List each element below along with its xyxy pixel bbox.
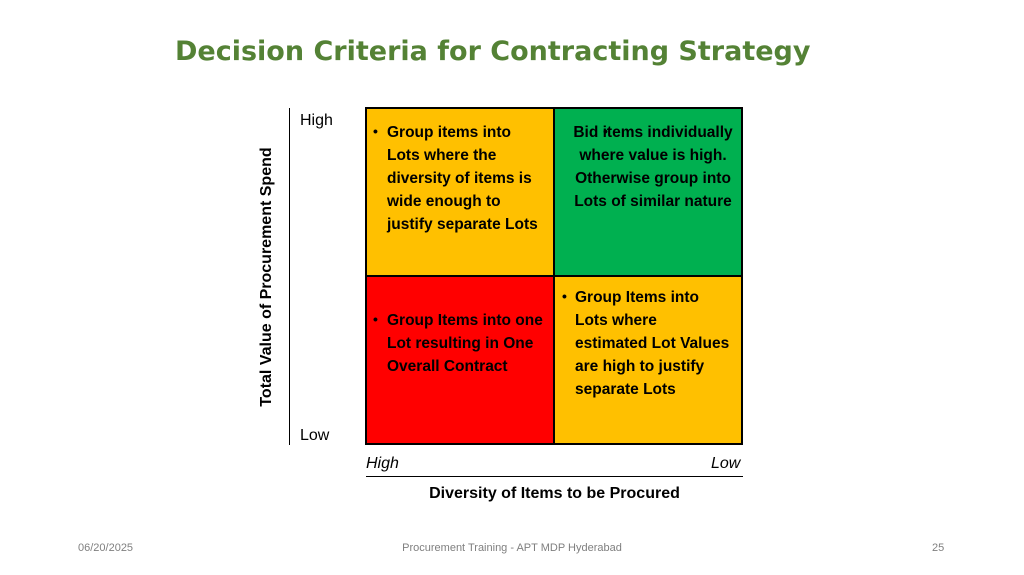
footer-page-number: 25 [932, 542, 945, 554]
y-axis-line [289, 108, 290, 445]
y-axis-high-label: High [300, 112, 333, 129]
footer-center-text: Procurement Training - APT MDP Hyderabad [402, 542, 622, 554]
bullet-marker: • [562, 288, 567, 304]
bullet-marker: • [603, 123, 608, 139]
y-axis-label: Total Value of Procurement Spend [258, 147, 275, 407]
bullet-marker: • [373, 123, 378, 139]
quadrant-top-left-text: Group items into Lots where the diversit… [387, 124, 538, 233]
quadrant-top-right-text: Bid items individually where value is hi… [573, 124, 733, 210]
y-axis-low-label: Low [300, 427, 330, 444]
quadrant-bottom-left-text: Group Items into one Lot resulting in On… [387, 312, 543, 375]
bullet-marker: • [373, 311, 378, 327]
decision-matrix: • Group items into Lots where the divers… [365, 107, 743, 445]
slide-title: Decision Criteria for Contracting Strate… [175, 36, 811, 67]
quadrant-top-left: • Group items into Lots where the divers… [366, 108, 554, 276]
footer-date: 06/20/2025 [78, 542, 134, 554]
quadrant-bottom-right: • Group Items into Lots where estimated … [554, 276, 742, 444]
x-axis-line [366, 476, 743, 477]
quadrant-bottom-left: • Group Items into one Lot resulting in … [366, 276, 554, 444]
x-axis-label: Diversity of Items to be Procured [429, 485, 680, 502]
quadrant-top-right: • Bid items individually where value is … [554, 108, 742, 276]
quadrant-bottom-right-text: Group Items into Lots where estimated Lo… [575, 289, 730, 398]
x-axis-low-label: Low [711, 455, 741, 472]
x-axis-high-label: High [366, 455, 399, 472]
